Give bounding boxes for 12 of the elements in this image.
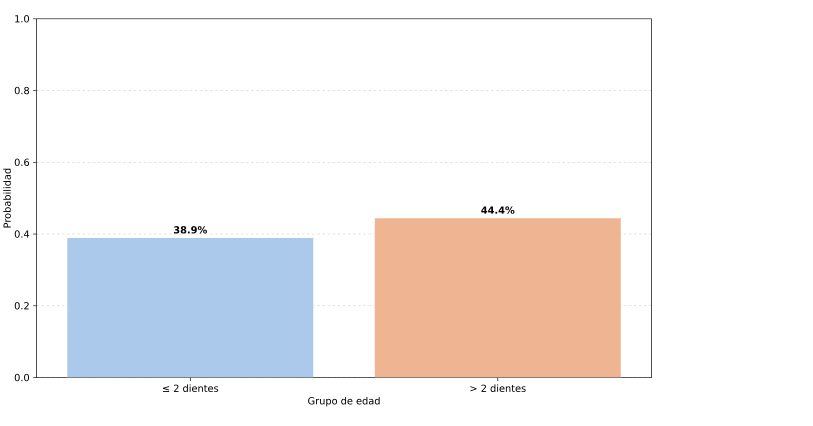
x-tick-label: > 2 dientes <box>470 384 526 392</box>
y-tick-label: 0.8 <box>14 86 30 94</box>
y-axis-title: Probabilidad <box>3 168 11 228</box>
y-tick-label: 0.0 <box>14 374 30 382</box>
data-label: 38.9% <box>174 226 207 234</box>
x-tick-label: ≤ 2 dientes <box>162 384 218 392</box>
y-tick-label: 0.4 <box>14 230 30 238</box>
y-tick-label: 0.6 <box>14 158 30 166</box>
y-tick-label: 0.2 <box>14 302 29 310</box>
data-label: 44.4% <box>481 206 514 214</box>
x-axis-title: Grupo de edad <box>308 396 380 406</box>
y-tick-label: 1.0 <box>15 14 30 22</box>
